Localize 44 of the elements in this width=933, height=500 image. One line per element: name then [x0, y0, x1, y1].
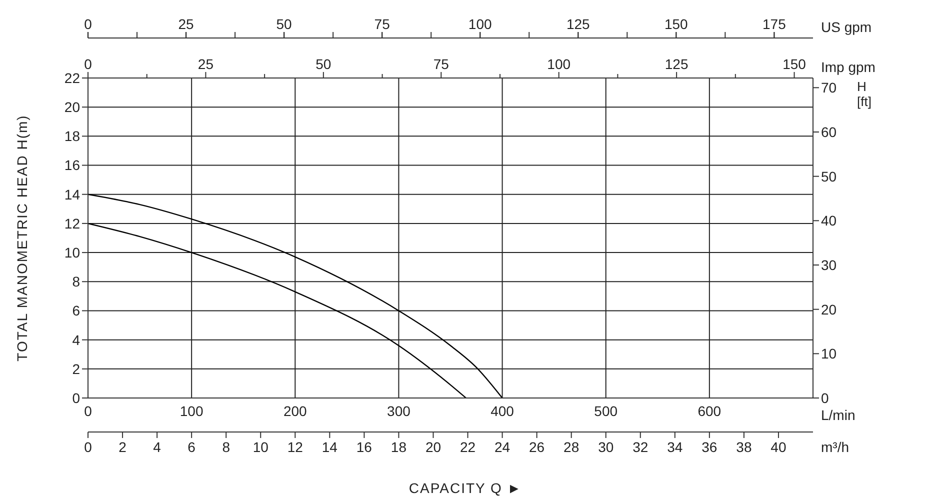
text: CAPACITY Q ►: [408, 480, 522, 496]
y2-tick-label: 30: [821, 256, 837, 273]
x-tick-label: 300: [387, 402, 411, 419]
x-tick-label: 100: [180, 402, 204, 419]
x2-tick-label: 125: [566, 16, 590, 32]
imperial-gallon-scale: 0 25 50 75 100 125 150 Imp gpm: [84, 56, 876, 78]
y-tick-label: 10: [64, 244, 80, 261]
line-series: [88, 222, 467, 398]
y-tick-label: 6: [72, 302, 80, 319]
x2-tick-label: 175: [762, 16, 786, 32]
y-tick-label: 8: [72, 274, 80, 290]
x2-tick-label: 0: [84, 16, 92, 32]
x2-tick-label: 75: [374, 16, 390, 32]
y2-tick-label: 50: [821, 168, 837, 184]
y2-tick-label: 70: [821, 80, 837, 96]
line-series: [88, 194, 503, 398]
x-axis-title: L/min: [821, 407, 856, 423]
x2-tick-label: 50: [276, 16, 292, 32]
x-tick-label: 0: [84, 402, 92, 419]
y-tick-label: 12: [64, 215, 80, 232]
y2-tick-label: 40: [821, 212, 837, 229]
x-tick-label: 600: [698, 402, 722, 419]
y-tick-label: 2: [72, 360, 80, 377]
y-tick-label: 20: [64, 99, 80, 116]
x-tick-label: 200: [283, 402, 308, 419]
y2-axis-title: H [ft]: [857, 79, 872, 109]
y-tick-label: 14: [64, 186, 80, 202]
y-tick-label: 22: [64, 70, 80, 86]
x-tick-label: 500: [594, 402, 618, 419]
x2-tick-label: 100: [468, 16, 492, 32]
y-tick-label: 16: [64, 157, 80, 174]
y2-tick-label: 10: [821, 346, 837, 362]
y-tick-label: 0: [72, 390, 80, 406]
cubic-metre-scale: 0 2 4 6 8 10 12 14 16 18 20 22 24 26 28 30 32 34 36 38 40 m³/h: [84, 432, 849, 455]
x2-axis-title: US gpm: [821, 19, 872, 35]
y2-tick-label: 0: [821, 390, 829, 406]
y-tick-label: 4: [72, 332, 80, 348]
y2-tick-label: 60: [821, 124, 837, 140]
x-tick-label: 400: [490, 402, 514, 419]
y-tick-label: 18: [64, 128, 80, 144]
x2-tick-label: 150: [664, 16, 688, 32]
x2-tick-label: 25: [178, 16, 194, 32]
y-axis-title: TOTAL MANOMETRIC HEAD H(m): [14, 114, 30, 362]
y2-tick-label: 20: [821, 301, 837, 318]
